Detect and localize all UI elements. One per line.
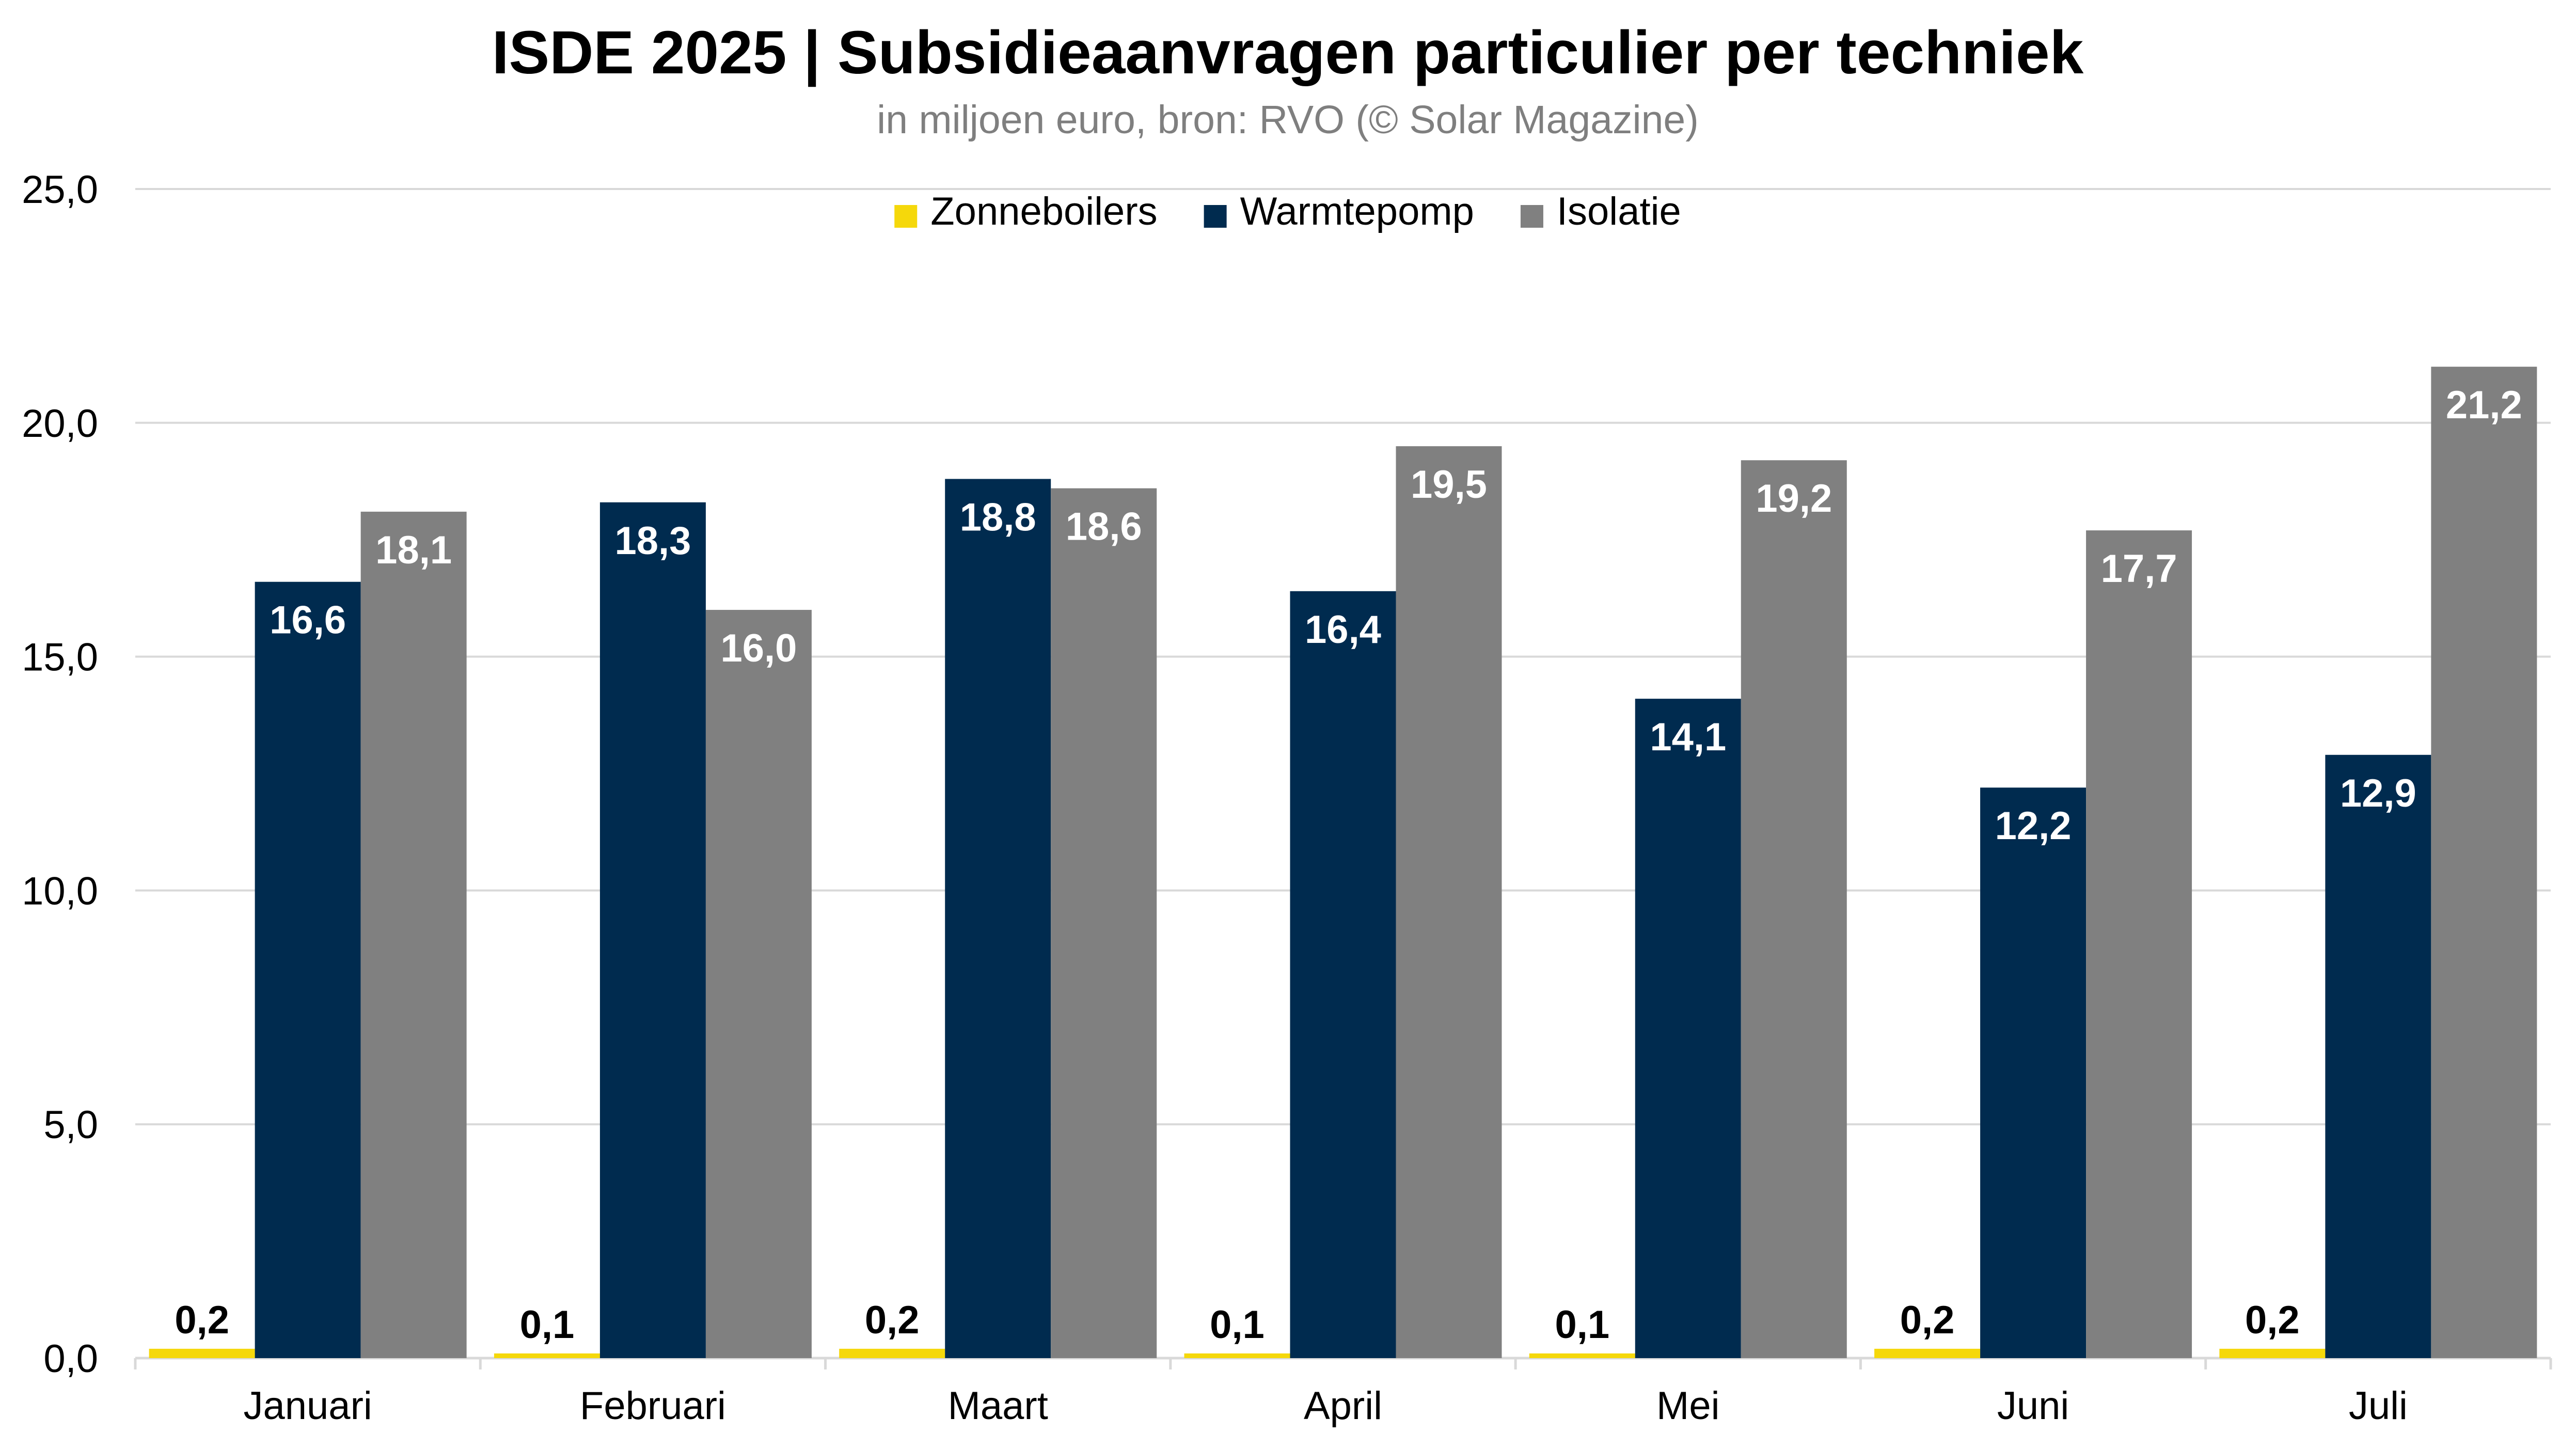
y-tick-label: 20,0 xyxy=(22,402,98,446)
data-label: 0,1 xyxy=(520,1303,575,1347)
bar-zonneboilers xyxy=(1529,1353,1635,1358)
data-label: 16,6 xyxy=(270,598,346,642)
bar-warmtepomp xyxy=(1635,699,1741,1358)
legend-label: Warmtepomp xyxy=(1240,190,1474,233)
data-label: 14,1 xyxy=(1650,715,1726,759)
x-tick-label: Januari xyxy=(244,1384,372,1428)
bar-warmtepomp xyxy=(945,479,1051,1359)
legend: Zonneboilers Warmtepomp Isolatie xyxy=(894,190,1681,233)
bar-zonneboilers xyxy=(149,1348,255,1358)
bar-zonneboilers xyxy=(1184,1353,1290,1358)
bar-warmtepomp xyxy=(255,581,361,1358)
data-label: 19,2 xyxy=(1756,477,1832,521)
legend-item-isolatie: Isolatie xyxy=(1520,190,1681,233)
data-label: 18,1 xyxy=(375,528,452,572)
bars xyxy=(149,367,2537,1359)
data-labels: 0,2 0,1 0,2 0,1 0,1 0,2 0,2 16,6 18,3 18,8 16,4 14,… xyxy=(175,383,2522,1347)
x-tick-label: Juni xyxy=(1997,1384,2069,1428)
data-label: 16,0 xyxy=(720,626,797,670)
bar-isolatie xyxy=(1741,460,1847,1358)
data-label: 0,2 xyxy=(1900,1298,1955,1342)
bar-zonneboilers xyxy=(839,1348,945,1358)
bar-warmtepomp xyxy=(2325,754,2431,1358)
data-label: 18,6 xyxy=(1066,505,1142,549)
y-tick-label: 25,0 xyxy=(22,168,98,212)
x-tick-label: Mei xyxy=(1656,1384,1719,1428)
data-label: 12,2 xyxy=(1995,804,2072,848)
x-tick-label: Februari xyxy=(580,1384,726,1428)
data-label: 16,4 xyxy=(1305,608,1381,652)
x-tick-label: April xyxy=(1304,1384,1382,1428)
y-tick-label: 5,0 xyxy=(43,1103,98,1147)
bar-zonneboilers xyxy=(1874,1348,1981,1358)
data-label: 0,1 xyxy=(1555,1303,1609,1347)
bar-zonneboilers xyxy=(2219,1348,2326,1358)
data-label: 19,5 xyxy=(1411,463,1487,507)
y-tick-label: 10,0 xyxy=(22,869,98,913)
bar-isolatie xyxy=(2086,530,2192,1358)
data-label: 0,2 xyxy=(175,1298,229,1342)
data-label: 18,8 xyxy=(960,495,1036,539)
bar-isolatie xyxy=(360,511,467,1358)
x-tick-label: Maart xyxy=(948,1384,1048,1428)
bar-warmtepomp xyxy=(1980,788,2087,1358)
bar-warmtepomp xyxy=(1290,591,1396,1358)
bar-warmtepomp xyxy=(599,502,706,1359)
data-label: 12,9 xyxy=(2340,771,2416,815)
legend-item-warmtepomp: Warmtepomp xyxy=(1204,190,1474,233)
bar-isolatie xyxy=(1396,446,1502,1358)
data-label: 0,1 xyxy=(1210,1303,1265,1347)
legend-swatch xyxy=(1520,205,1543,228)
data-label: 0,2 xyxy=(2245,1298,2300,1342)
chart-subtitle: in miljoen euro, bron: RVO (© Solar Maga… xyxy=(877,98,1699,142)
data-label: 21,2 xyxy=(2446,383,2522,427)
data-label: 0,2 xyxy=(865,1298,920,1342)
chart-title: ISDE 2025 | Subsidieaanvragen particulie… xyxy=(492,19,2084,87)
legend-label: Isolatie xyxy=(1557,190,1681,233)
bar-zonneboilers xyxy=(494,1353,600,1358)
bar-isolatie xyxy=(705,610,812,1358)
x-tick-label: Juli xyxy=(2349,1384,2408,1428)
bar-isolatie xyxy=(2431,367,2537,1359)
legend-swatch xyxy=(1204,205,1227,228)
y-tick-label: 15,0 xyxy=(22,636,98,680)
y-tick-label: 0,0 xyxy=(43,1337,98,1381)
data-label: 18,3 xyxy=(614,519,691,563)
bar-isolatie xyxy=(1051,488,1157,1358)
legend-label: Zonneboilers xyxy=(930,190,1157,233)
legend-item-zonneboilers: Zonneboilers xyxy=(894,190,1158,233)
data-label: 17,7 xyxy=(2101,547,2177,591)
legend-swatch xyxy=(894,205,918,228)
